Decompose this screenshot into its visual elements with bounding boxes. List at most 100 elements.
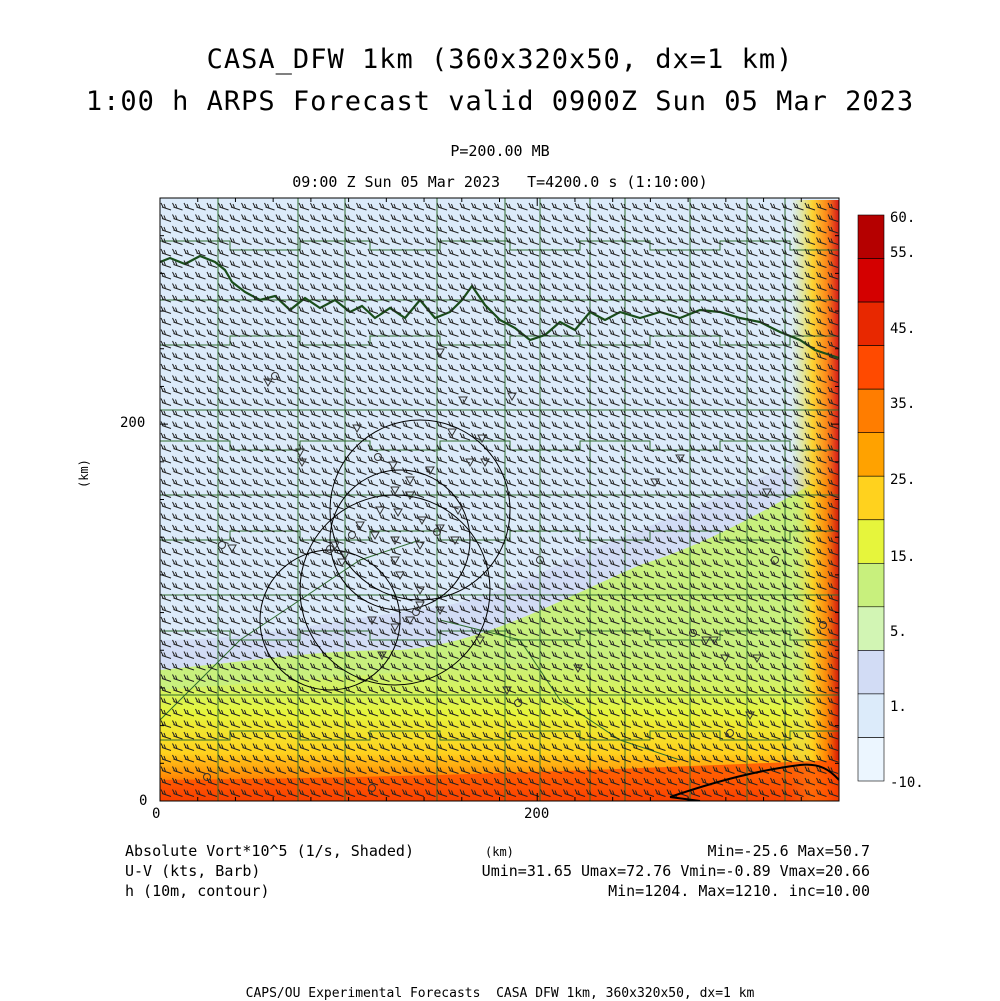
wind-barb xyxy=(597,237,609,245)
wind-barb xyxy=(425,340,436,349)
wind-barb xyxy=(287,237,298,245)
wind-barb xyxy=(840,778,850,785)
wind-barb xyxy=(781,271,793,280)
wind-barb xyxy=(425,329,436,337)
wind-barb xyxy=(816,214,827,222)
wind-barb xyxy=(218,283,229,291)
wind-barb xyxy=(804,260,816,268)
wind-barb xyxy=(172,237,183,245)
wind-barb xyxy=(781,363,793,372)
wind-barb xyxy=(793,317,804,326)
wind-barb xyxy=(459,202,471,211)
wind-barb xyxy=(310,202,321,211)
wind-barb xyxy=(356,306,367,314)
wind-barb xyxy=(252,352,264,360)
wind-barb xyxy=(840,721,850,728)
wind-barb xyxy=(678,271,689,280)
wind-barb xyxy=(758,283,770,291)
wind-barb xyxy=(724,317,735,326)
wind-barb xyxy=(436,294,448,303)
wind-barb xyxy=(551,306,563,314)
wind-barb xyxy=(494,329,505,337)
wind-barb xyxy=(840,709,850,716)
wind-barb xyxy=(425,294,436,303)
colorbar-swatch xyxy=(857,519,885,564)
wind-barb xyxy=(840,686,850,693)
wind-barb xyxy=(712,225,724,234)
wind-barb xyxy=(482,248,494,257)
wind-barb xyxy=(712,214,724,222)
wind-barb xyxy=(540,375,551,383)
wind-barb xyxy=(287,317,298,326)
wind-barb xyxy=(563,260,574,268)
wind-barb xyxy=(689,352,701,360)
wind-barb xyxy=(597,202,609,211)
colorbar-label-5: 5. xyxy=(890,624,907,640)
wind-barb xyxy=(229,363,241,372)
wind-barb xyxy=(827,352,839,360)
wind-barb xyxy=(448,237,459,245)
wind-barb xyxy=(390,202,402,211)
wind-barb xyxy=(678,306,689,314)
wind-barb xyxy=(505,329,517,337)
wind-barb xyxy=(241,363,252,372)
wind-barb xyxy=(310,375,321,383)
wind-barb xyxy=(574,294,586,303)
wind-barb xyxy=(574,237,586,245)
wind-barb xyxy=(678,340,689,349)
wind-barb xyxy=(390,340,402,349)
wind-barb xyxy=(678,283,689,291)
wind-barb xyxy=(482,329,494,337)
wind-barb xyxy=(597,248,609,257)
wind-barb xyxy=(770,283,781,291)
wind-barb xyxy=(356,294,367,303)
wind-barb xyxy=(747,306,758,314)
legend-stats-wind: Umin=31.65 Umax=72.76 Vmin=-0.89 Vmax=20… xyxy=(481,862,870,880)
county-line-diagonal xyxy=(439,619,681,761)
wind-barb xyxy=(448,340,459,349)
wind-barb xyxy=(689,202,701,211)
wind-barb xyxy=(551,214,563,222)
wind-barb xyxy=(528,225,540,234)
wind-barb xyxy=(643,237,655,245)
wind-barb xyxy=(356,202,367,211)
wind-barb xyxy=(724,340,735,349)
wind-barb xyxy=(563,202,574,211)
wind-barb xyxy=(827,317,839,326)
wind-barb xyxy=(206,375,218,383)
wind-barb xyxy=(517,271,528,280)
wind-barb xyxy=(448,352,459,360)
wind-barb xyxy=(574,248,586,257)
wind-barb xyxy=(482,283,494,291)
wind-barb xyxy=(183,306,195,314)
x-tick-200: 200 xyxy=(524,806,550,822)
wind-barb xyxy=(390,294,402,303)
wind-barb xyxy=(264,386,275,395)
wind-barb xyxy=(528,306,540,314)
wind-barb xyxy=(597,375,609,383)
wind-barb xyxy=(701,340,712,349)
wind-barb xyxy=(804,271,816,280)
wind-barb xyxy=(827,260,839,268)
wind-barb xyxy=(379,248,390,257)
wind-barb xyxy=(402,329,413,337)
wind-barb xyxy=(436,202,448,211)
wind-barb xyxy=(770,225,781,234)
wind-barb xyxy=(632,260,643,268)
wind-barb xyxy=(840,663,850,670)
wind-barb xyxy=(160,283,172,291)
wind-barb xyxy=(390,214,402,222)
wind-barb xyxy=(574,340,586,349)
wind-barb xyxy=(781,214,793,222)
wind-barb xyxy=(413,352,425,360)
wind-barb xyxy=(551,375,563,383)
wind-barb xyxy=(241,214,252,222)
wind-barb xyxy=(413,340,425,349)
colorbar-swatch xyxy=(857,650,885,695)
wind-barb xyxy=(436,317,448,326)
wind-barb xyxy=(413,225,425,234)
wind-barb xyxy=(505,317,517,326)
wind-barb xyxy=(344,283,356,291)
wind-barb xyxy=(609,363,620,372)
wind-barb xyxy=(425,317,436,326)
